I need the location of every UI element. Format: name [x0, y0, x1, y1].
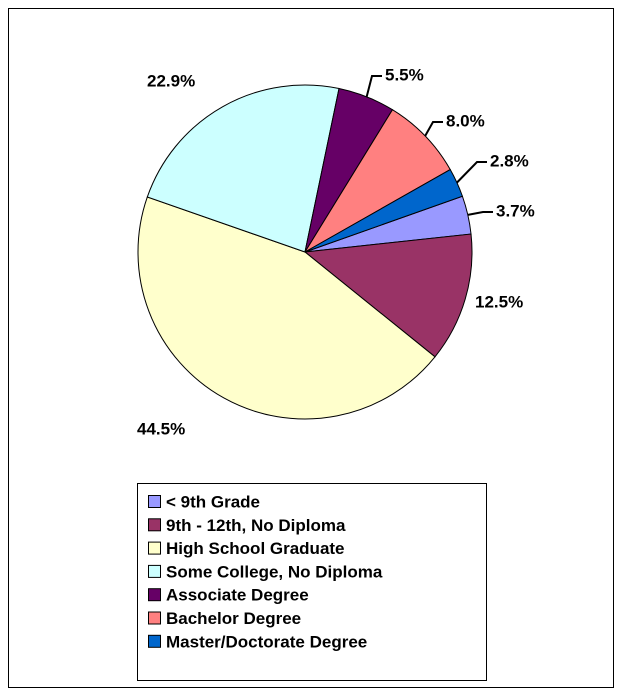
- data-label: 2.8%: [490, 151, 529, 170]
- legend-swatch: [148, 588, 161, 602]
- legend-swatch: [148, 518, 161, 532]
- data-label: 5.5%: [385, 65, 424, 84]
- legend-swatch: [148, 495, 161, 508]
- legend-label: Associate Degree: [166, 586, 309, 605]
- pie-slice: [137, 196, 436, 420]
- legend-label: Master/Doctorate Degree: [166, 632, 367, 651]
- legend-label: High School Graduate: [166, 539, 345, 558]
- pie-slice: [146, 84, 340, 253]
- pie-slice: [303, 233, 473, 358]
- data-label: 12.5%: [475, 292, 523, 311]
- legend-label: 9th - 12th, No Diploma: [166, 516, 346, 535]
- legend-swatch: [148, 634, 161, 648]
- legend-swatch: [148, 541, 161, 555]
- data-label: 44.5%: [137, 419, 185, 438]
- legend-label: Some College, No Diploma: [166, 562, 383, 581]
- legend-label: < 9th Grade: [166, 492, 260, 511]
- leader-line: [365, 75, 382, 98]
- legend-swatch: [148, 611, 161, 625]
- leader-line: [467, 211, 493, 216]
- leader-line: [424, 121, 443, 137]
- leader-line: [456, 161, 487, 184]
- legend-label: Bachelor Degree: [166, 609, 301, 628]
- data-label: 3.7%: [496, 201, 535, 220]
- legend-box: [137, 483, 487, 681]
- data-label: 22.9%: [147, 71, 195, 90]
- legend-swatch: [148, 564, 161, 578]
- data-label: 8.0%: [446, 111, 485, 130]
